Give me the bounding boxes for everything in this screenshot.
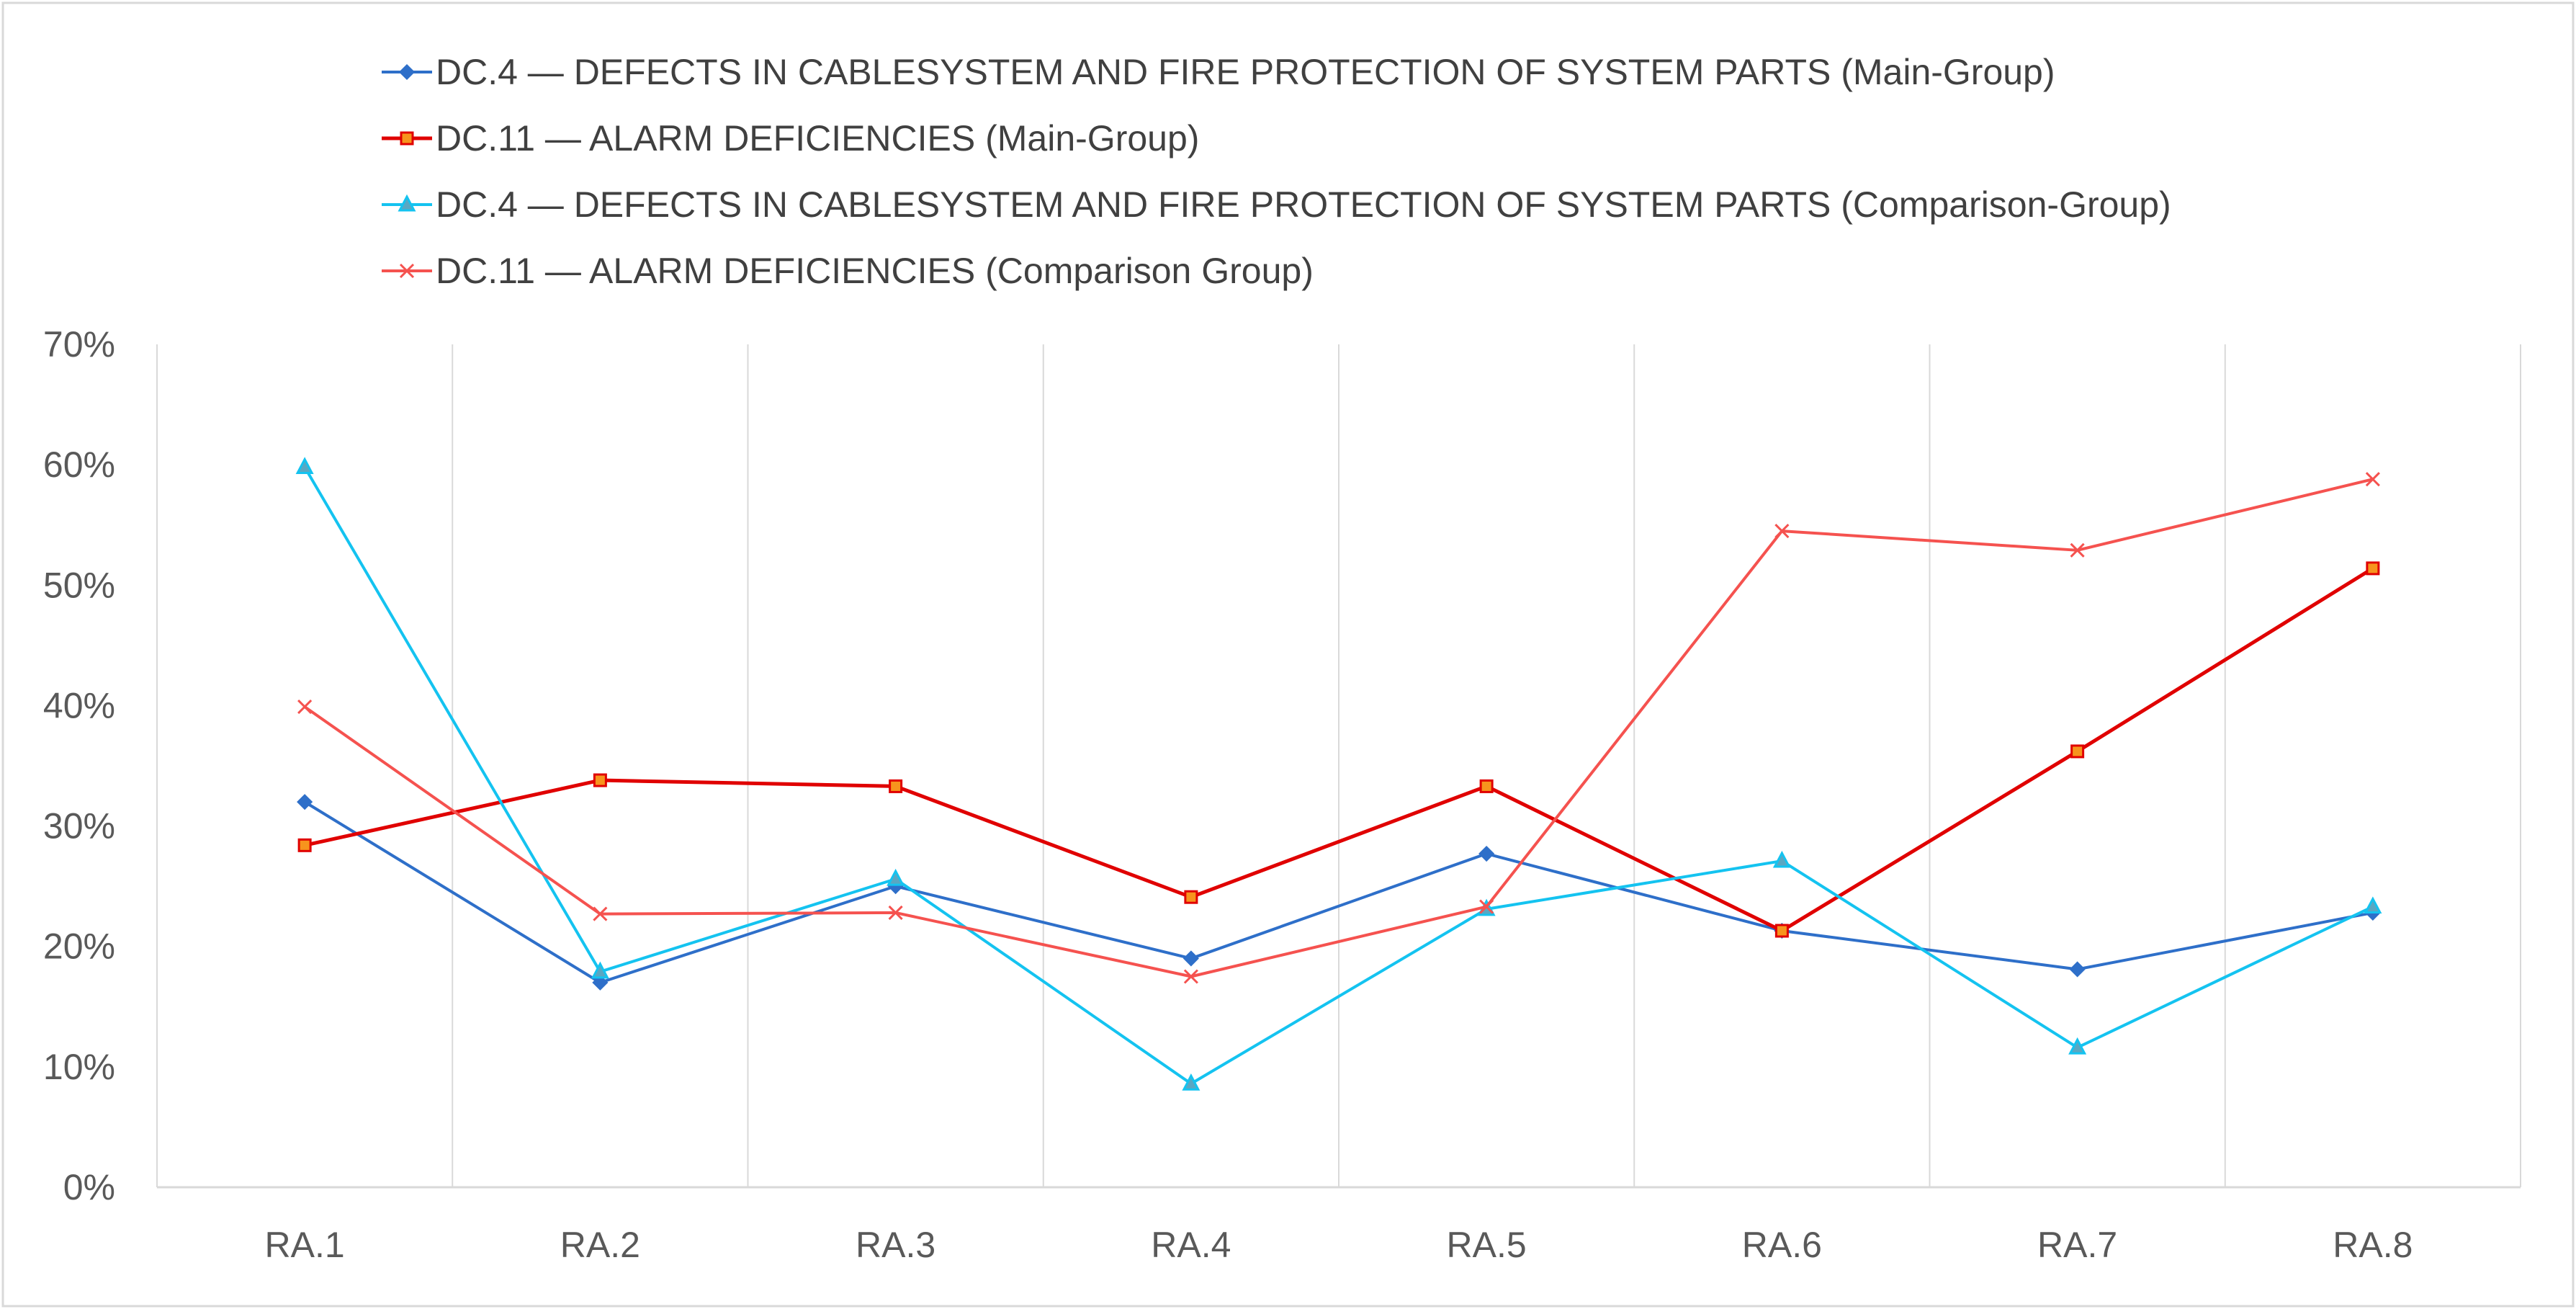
- x-tick-label: RA.5: [1447, 1225, 1527, 1265]
- series-3-point-triangle-marker: [295, 457, 314, 474]
- series-1-point-diamond-marker: [2069, 961, 2086, 978]
- series-layer: [295, 457, 2382, 1091]
- legend-entry-4: DC.11 — ALARM DEFICIENCIES (Comparison G…: [382, 251, 1314, 291]
- series-1-point-diamond-marker: [1182, 950, 1199, 967]
- legend-x-marker: [399, 263, 415, 279]
- legend-entry-3: DC.4 — DEFECTS IN CABLESYSTEM AND FIRE P…: [382, 184, 2171, 225]
- x-tick-label: RA.3: [856, 1225, 935, 1265]
- legend-triangle-marker: [398, 194, 416, 212]
- series-2-point-square-marker: [1479, 779, 1494, 793]
- series-4-point-x-marker: [2070, 542, 2085, 558]
- series-2: [297, 561, 2380, 938]
- series-4-point-x-marker: [593, 906, 608, 921]
- legend-label: DC.11 — ALARM DEFICIENCIES (Comparison G…: [436, 251, 1314, 291]
- axes: [156, 344, 2521, 1189]
- series-4-point-x-marker: [1183, 969, 1198, 984]
- legend-entry-2: DC.11 — ALARM DEFICIENCIES (Main-Group): [382, 118, 1199, 158]
- y-tick-label: 60%: [43, 444, 115, 485]
- series-1-point-diamond-marker: [297, 794, 313, 810]
- x-axis-tick-labels: RA.1 RA.2 RA.3 RA.4 RA.5 RA.6 RA.7 RA.8: [265, 1225, 2413, 1265]
- series-4-point-x-marker: [297, 700, 313, 715]
- series-2-point-square-marker: [297, 838, 312, 852]
- series-3-line: [303, 466, 2374, 1086]
- series-4-line: [303, 478, 2374, 978]
- legend-diamond-marker: [398, 63, 416, 81]
- x-tick-label: RA.6: [1742, 1225, 1822, 1265]
- series-2-point-square-marker: [889, 779, 903, 793]
- series-2-point-square-marker: [1774, 924, 1789, 938]
- series-3-point-triangle-marker: [2068, 1037, 2087, 1055]
- series-3-point-triangle-marker: [2364, 896, 2382, 914]
- y-tick-label: 40%: [43, 685, 115, 725]
- series-1-line: [304, 800, 2374, 984]
- y-tick-label: 70%: [43, 324, 115, 365]
- legend-label: DC.11 — ALARM DEFICIENCIES (Main-Group): [436, 118, 1199, 158]
- series-3-point-triangle-marker: [1772, 850, 1791, 868]
- y-tick-label: 20%: [43, 926, 115, 967]
- series-2-line: [304, 566, 2374, 933]
- y-tick-label: 10%: [43, 1047, 115, 1087]
- series-1-point-diamond-marker: [592, 974, 609, 991]
- series-4-point-x-marker: [1774, 524, 1790, 539]
- y-axis-tick-labels: 0% 10% 20% 30% 40% 50% 60% 70%: [43, 324, 115, 1207]
- legend-label: DC.4 — DEFECTS IN CABLESYSTEM AND FIRE P…: [436, 184, 2171, 225]
- series-4-point-x-marker: [1479, 899, 1494, 914]
- legend-label: DC.4 — DEFECTS IN CABLESYSTEM AND FIRE P…: [436, 52, 2055, 92]
- series-2-point-square-marker: [1184, 890, 1198, 904]
- series-2-point-square-marker: [593, 773, 607, 787]
- series-4: [297, 472, 2380, 984]
- series-2-point-square-marker: [2070, 744, 2085, 759]
- y-tick-label: 30%: [43, 806, 115, 846]
- legend-entry-1: DC.4 — DEFECTS IN CABLESYSTEM AND FIRE P…: [382, 52, 2055, 92]
- series-2-point-square-marker: [2366, 561, 2380, 576]
- legend-square-marker: [400, 131, 414, 146]
- series-4-point-x-marker: [888, 905, 903, 920]
- series-4-point-x-marker: [2365, 472, 2380, 487]
- legend: DC.4 — DEFECTS IN CABLESYSTEM AND FIRE P…: [382, 52, 2171, 291]
- series-1-point-diamond-marker: [1478, 845, 1495, 862]
- y-tick-label: 50%: [43, 565, 115, 605]
- series-3-point-triangle-marker: [887, 868, 905, 886]
- x-tick-label: RA.1: [265, 1225, 345, 1265]
- x-tick-label: RA.2: [560, 1225, 640, 1265]
- grid-lines: [452, 344, 2521, 1187]
- series-3-point-triangle-marker: [591, 961, 609, 979]
- series-3-point-triangle-marker: [1182, 1073, 1201, 1091]
- y-tick-label: 0%: [63, 1167, 115, 1207]
- x-tick-label: RA.8: [2333, 1225, 2413, 1265]
- x-tick-label: RA.7: [2037, 1225, 2117, 1265]
- x-tick-label: RA.4: [1151, 1225, 1231, 1265]
